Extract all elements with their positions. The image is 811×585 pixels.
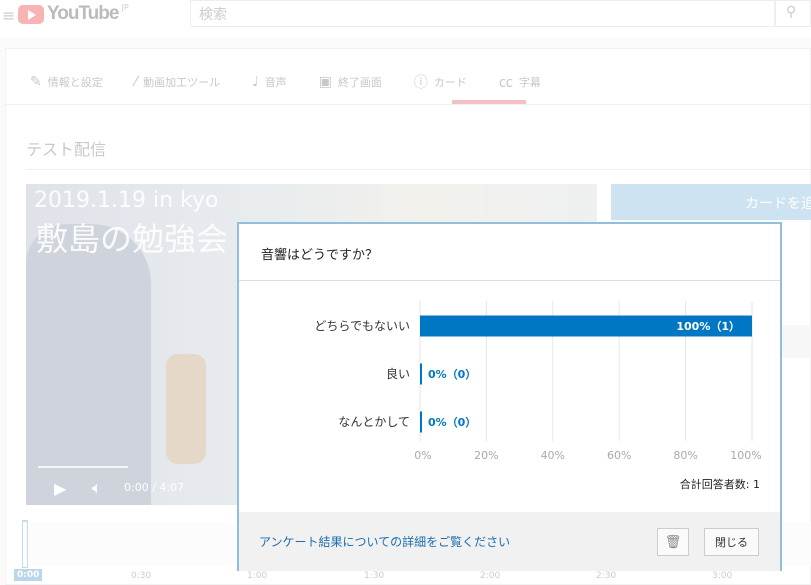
search-input[interactable]: 検索 — [190, 0, 775, 27]
tab-end-screen[interactable]: ▣ 終了画面 — [319, 70, 382, 94]
tab-label: 字幕 — [518, 76, 541, 89]
tab-audio[interactable]: ♩ 音声 — [252, 70, 287, 94]
video-frame-walker — [166, 354, 206, 464]
dialog-footer: アンケート結果についての詳細をご覧ください 🗑︎ 閉じる — [239, 512, 780, 571]
tab-label: 音声 — [264, 76, 287, 89]
timeline-tick: 1:30 — [364, 571, 385, 581]
card-row — [782, 325, 811, 358]
data-label: 0%（0） — [428, 416, 476, 429]
poll-results-chart: 0% 20% 40% 60% 80% 100% どちらでもないい 100%（1） 良い 0%（0）… — [314, 301, 762, 462]
add-card-button[interactable]: カードを追 — [611, 184, 811, 220]
pencil-icon: ✎ — [30, 74, 42, 90]
magic-wand-icon: ⁄ — [134, 74, 138, 90]
video-time: 0:00 / 4:07 — [124, 481, 185, 494]
tab-label: 終了画面 — [337, 76, 382, 89]
divider — [26, 169, 811, 170]
category-label: 良い — [386, 366, 410, 381]
x-tick-label: 100% — [730, 449, 761, 462]
tab-label: カード — [433, 76, 467, 89]
timeline-playhead[interactable] — [22, 520, 28, 568]
total-respondents: 合計回答者数: 1 — [679, 478, 760, 491]
music-note-icon: ♩ — [252, 74, 259, 90]
logo-text: YouTube — [47, 3, 119, 24]
video-title: テスト配信 — [26, 140, 107, 159]
timeline-tick: 0:30 — [131, 571, 152, 581]
data-label: 0%（0） — [428, 368, 476, 381]
divider — [5, 104, 811, 105]
search-icon: ⚲ — [786, 4, 797, 20]
tab-info-settings[interactable]: ✎ 情報と設定 — [30, 70, 103, 94]
tab-enhancements[interactable]: ⁄ 動画加工ツール — [135, 70, 220, 94]
bar — [420, 411, 422, 433]
x-tick-label: 20% — [474, 449, 498, 462]
video-overlay-title: 敷島の勉強会 — [36, 220, 229, 258]
category-label: どちらでもないい — [314, 319, 410, 333]
logo-region: JP — [121, 3, 129, 12]
timeline-tick: 1:00 — [247, 571, 268, 581]
bar — [420, 315, 752, 337]
dialog-title: 音響はどうですか？ — [261, 248, 379, 263]
timeline-tick: 3:00 — [712, 571, 733, 581]
end-screen-icon: ▣ — [318, 74, 332, 90]
close-button[interactable]: 閉じる — [704, 528, 759, 556]
tab-label: 動画加工ツール — [143, 76, 221, 89]
x-tick-label: 0% — [414, 449, 431, 462]
category-label: なんとかして — [338, 415, 410, 429]
youtube-logo[interactable]: YouTube JP — [18, 3, 129, 25]
timeline-tick: 2:00 — [480, 571, 501, 581]
details-link[interactable]: アンケート結果についての詳細をご覧ください — [259, 535, 511, 549]
bar — [420, 363, 422, 385]
divider — [239, 280, 780, 281]
trash-icon: 🗑︎ — [664, 534, 682, 550]
cc-icon: ㏄ — [498, 75, 513, 91]
play-icon[interactable]: ▶ — [54, 479, 67, 498]
x-tick-label: 40% — [541, 449, 565, 462]
poll-results-dialog: 音響はどうですか？ 0% 20% 40% 60% 80% 100% どちらでもないい 100%… — [237, 222, 782, 571]
x-tick-label: 80% — [673, 449, 697, 462]
data-label: 100%（1） — [676, 320, 740, 333]
info-icon: ⓘ — [413, 75, 428, 91]
volume-icon[interactable]: 🔈︎ — [92, 478, 102, 497]
tab-label: 情報と設定 — [47, 76, 103, 89]
menu-icon[interactable]: ≡ — [2, 6, 16, 25]
video-progress-bar[interactable] — [38, 466, 128, 468]
x-tick-label: 60% — [607, 449, 631, 462]
video-frame-person — [26, 224, 151, 505]
youtube-play-icon — [18, 4, 44, 24]
timeline-tick: 2:30 — [596, 571, 617, 581]
video-overlay-text: 2019.1.19 in kyo — [34, 188, 219, 213]
search-button[interactable]: ⚲ — [775, 0, 811, 27]
tab-cards[interactable]: ⓘ カード — [414, 70, 467, 94]
active-tab-indicator — [452, 100, 526, 104]
timeline-current-time: 0:00 — [14, 569, 43, 581]
delete-button[interactable]: 🗑︎ — [657, 528, 689, 556]
